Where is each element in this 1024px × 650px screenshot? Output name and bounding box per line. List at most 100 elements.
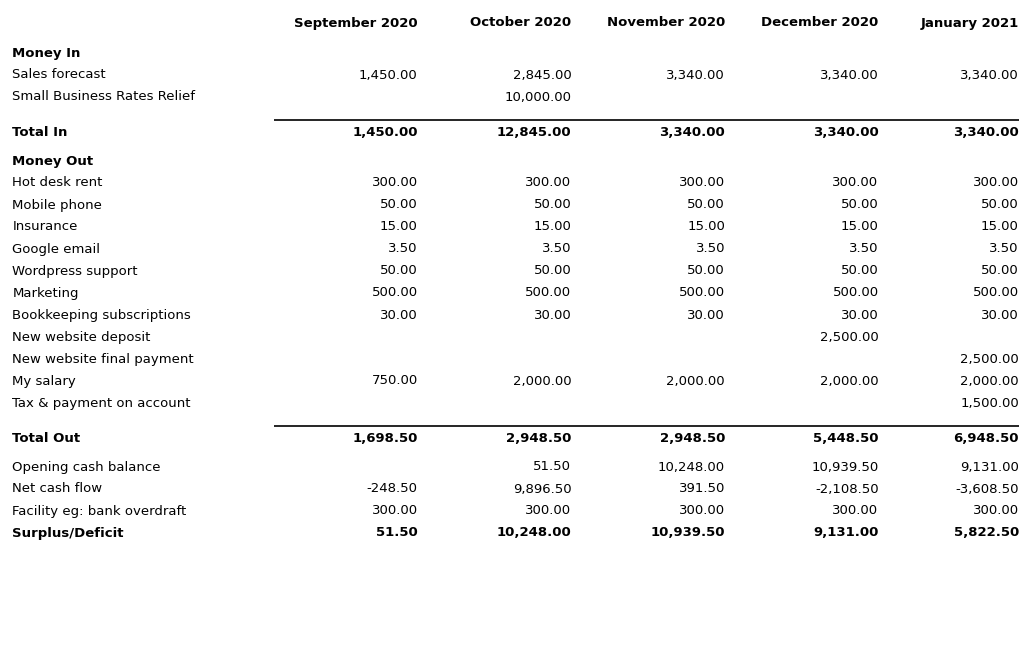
Text: 3,340.00: 3,340.00 [813,127,879,140]
Text: 2,000.00: 2,000.00 [961,374,1019,387]
Text: 3.50: 3.50 [695,242,725,255]
Text: October 2020: October 2020 [470,16,571,29]
Text: 2,000.00: 2,000.00 [513,374,571,387]
Text: 1,450.00: 1,450.00 [352,127,418,140]
Text: Total Out: Total Out [12,432,81,445]
Text: 50.00: 50.00 [380,198,418,211]
Text: Wordpress support: Wordpress support [12,265,138,278]
Text: Facility eg: bank overdraft: Facility eg: bank overdraft [12,504,186,517]
Text: Small Business Rates Relief: Small Business Rates Relief [12,90,196,103]
Text: 10,248.00: 10,248.00 [497,526,571,539]
Text: 15.00: 15.00 [534,220,571,233]
Text: 10,000.00: 10,000.00 [505,90,571,103]
Text: 15.00: 15.00 [841,220,879,233]
Text: 50.00: 50.00 [841,198,879,211]
Text: 50.00: 50.00 [981,198,1019,211]
Text: 30.00: 30.00 [380,309,418,322]
Text: Hot desk rent: Hot desk rent [12,177,102,190]
Text: 2,000.00: 2,000.00 [667,374,725,387]
Text: My salary: My salary [12,374,76,387]
Text: 2,500.00: 2,500.00 [820,330,879,343]
Text: 1,698.50: 1,698.50 [352,432,418,445]
Text: 50.00: 50.00 [534,198,571,211]
Text: 300.00: 300.00 [525,504,571,517]
Text: 9,131.00: 9,131.00 [961,460,1019,473]
Text: Google email: Google email [12,242,100,255]
Text: 3,340.00: 3,340.00 [961,68,1019,81]
Text: 50.00: 50.00 [981,265,1019,278]
Text: 50.00: 50.00 [687,198,725,211]
Text: Money Out: Money Out [12,155,93,168]
Text: 3.50: 3.50 [542,242,571,255]
Text: Insurance: Insurance [12,220,78,233]
Text: -248.50: -248.50 [367,482,418,495]
Text: 51.50: 51.50 [534,460,571,473]
Text: Net cash flow: Net cash flow [12,482,102,495]
Text: 10,939.50: 10,939.50 [650,526,725,539]
Text: Tax & payment on account: Tax & payment on account [12,396,190,410]
Text: 3,340.00: 3,340.00 [659,127,725,140]
Text: Money In: Money In [12,47,81,60]
Text: 50.00: 50.00 [380,265,418,278]
Text: New website deposit: New website deposit [12,330,151,343]
Text: 300.00: 300.00 [833,504,879,517]
Text: 30.00: 30.00 [534,309,571,322]
Text: 1,500.00: 1,500.00 [961,396,1019,410]
Text: 3,340.00: 3,340.00 [667,68,725,81]
Text: 300.00: 300.00 [679,177,725,190]
Text: 500.00: 500.00 [973,287,1019,300]
Text: 50.00: 50.00 [687,265,725,278]
Text: 500.00: 500.00 [679,287,725,300]
Text: 500.00: 500.00 [833,287,879,300]
Text: 300.00: 300.00 [372,177,418,190]
Text: 50.00: 50.00 [841,265,879,278]
Text: 2,845.00: 2,845.00 [513,68,571,81]
Text: 500.00: 500.00 [525,287,571,300]
Text: New website final payment: New website final payment [12,352,194,365]
Text: 2,000.00: 2,000.00 [820,374,879,387]
Text: 300.00: 300.00 [679,504,725,517]
Text: 3.50: 3.50 [849,242,879,255]
Text: December 2020: December 2020 [761,16,879,29]
Text: 3,340.00: 3,340.00 [820,68,879,81]
Text: 30.00: 30.00 [841,309,879,322]
Text: 1,450.00: 1,450.00 [359,68,418,81]
Text: September 2020: September 2020 [294,16,418,29]
Text: Total In: Total In [12,127,68,140]
Text: 15.00: 15.00 [380,220,418,233]
Text: 2,948.50: 2,948.50 [506,432,571,445]
Text: 6,948.50: 6,948.50 [953,432,1019,445]
Text: 3.50: 3.50 [388,242,418,255]
Text: January 2021: January 2021 [921,16,1019,29]
Text: 5,822.50: 5,822.50 [953,526,1019,539]
Text: -3,608.50: -3,608.50 [955,482,1019,495]
Text: 2,500.00: 2,500.00 [961,352,1019,365]
Text: 50.00: 50.00 [534,265,571,278]
Text: 9,131.00: 9,131.00 [813,526,879,539]
Text: 300.00: 300.00 [372,504,418,517]
Text: Mobile phone: Mobile phone [12,198,102,211]
Text: 15.00: 15.00 [981,220,1019,233]
Text: 300.00: 300.00 [525,177,571,190]
Text: 2,948.50: 2,948.50 [659,432,725,445]
Text: 500.00: 500.00 [372,287,418,300]
Text: 10,939.50: 10,939.50 [811,460,879,473]
Text: 300.00: 300.00 [973,177,1019,190]
Text: 3,340.00: 3,340.00 [953,127,1019,140]
Text: Sales forecast: Sales forecast [12,68,105,81]
Text: 15.00: 15.00 [687,220,725,233]
Text: Opening cash balance: Opening cash balance [12,460,161,473]
Text: 300.00: 300.00 [973,504,1019,517]
Text: 750.00: 750.00 [372,374,418,387]
Text: 300.00: 300.00 [833,177,879,190]
Text: 12,845.00: 12,845.00 [497,127,571,140]
Text: 5,448.50: 5,448.50 [813,432,879,445]
Text: November 2020: November 2020 [607,16,725,29]
Text: 10,248.00: 10,248.00 [657,460,725,473]
Text: Surplus/Deficit: Surplus/Deficit [12,526,124,539]
Text: Marketing: Marketing [12,287,79,300]
Text: 51.50: 51.50 [376,526,418,539]
Text: Bookkeeping subscriptions: Bookkeeping subscriptions [12,309,191,322]
Text: 30.00: 30.00 [981,309,1019,322]
Text: 30.00: 30.00 [687,309,725,322]
